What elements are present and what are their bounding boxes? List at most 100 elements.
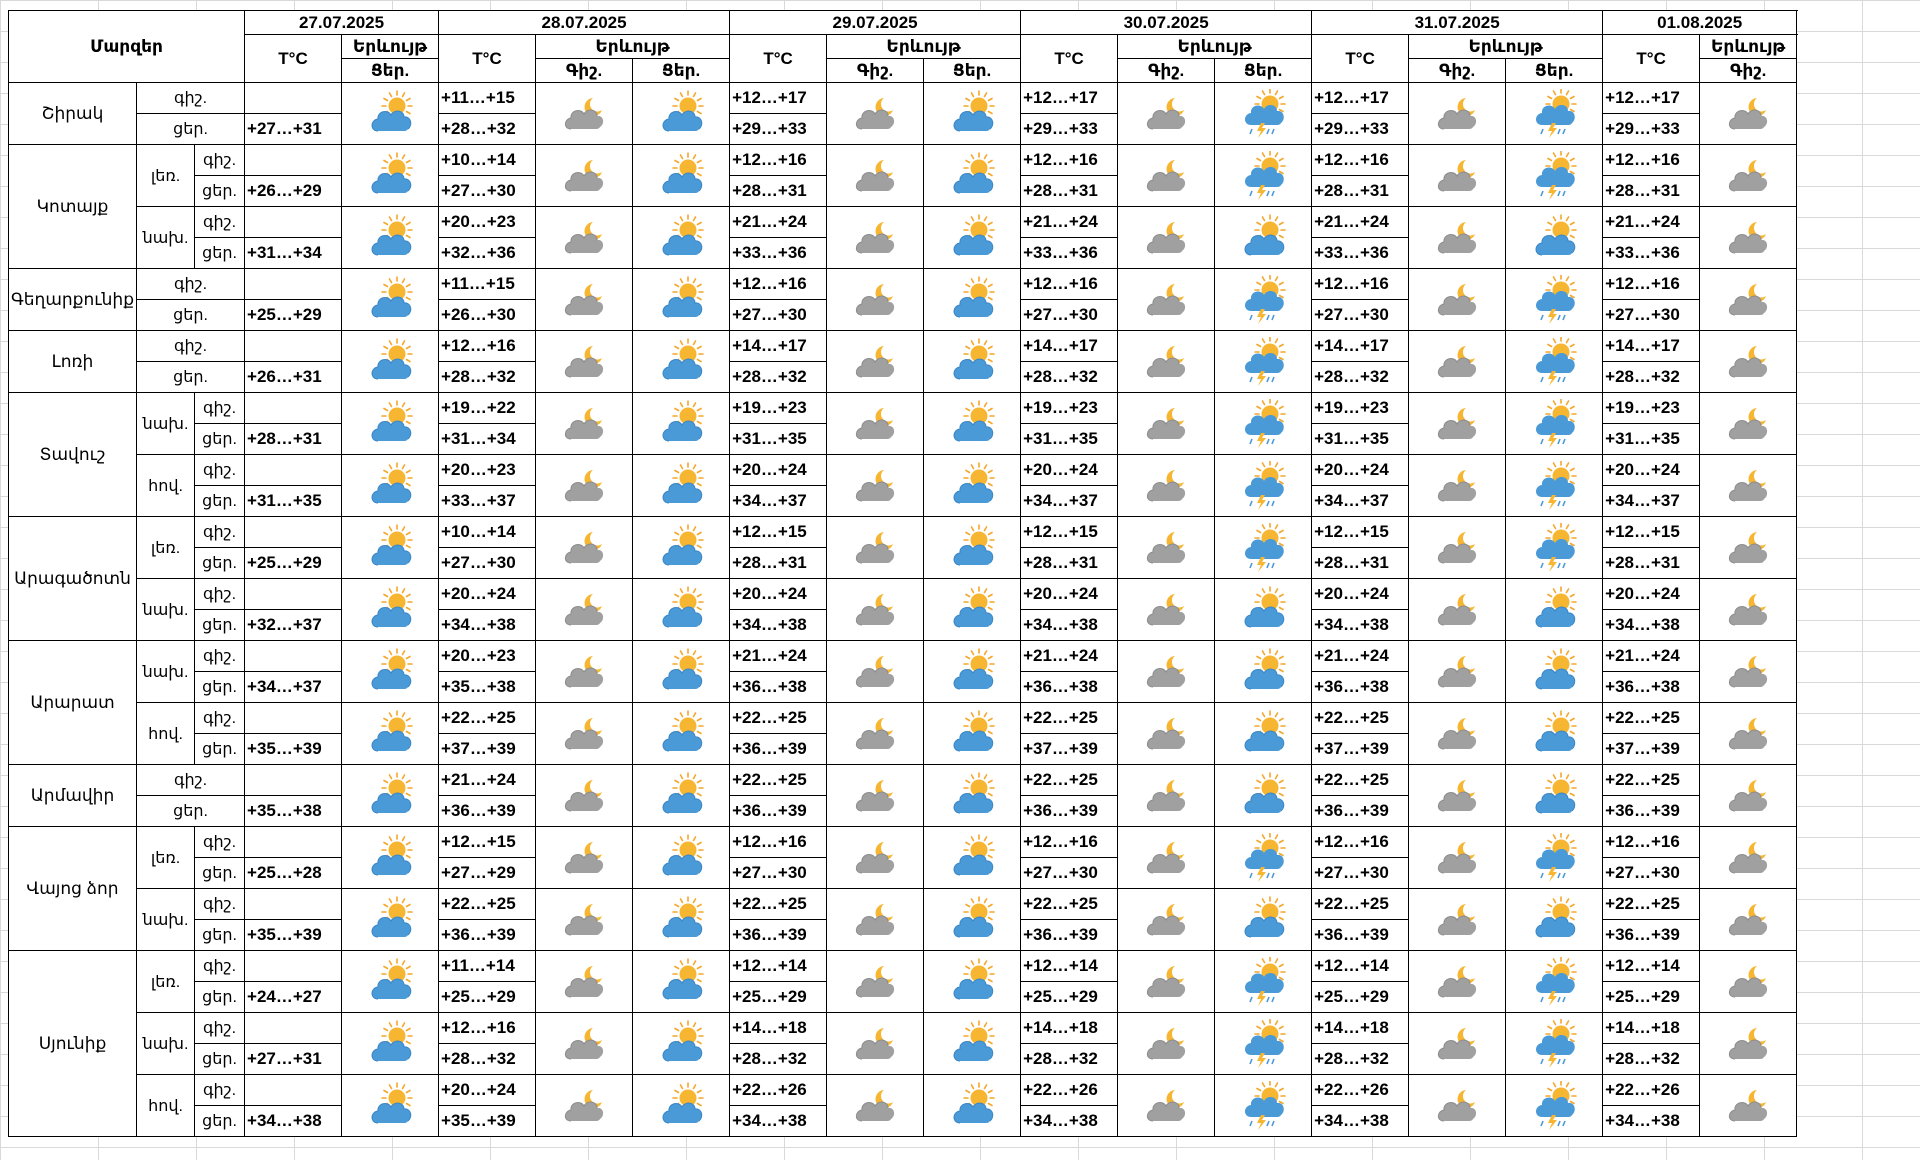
night-temp — [244, 454, 343, 486]
night-temp: +20…+23 — [438, 454, 537, 486]
time-of-day-label: ցեր. — [135, 795, 246, 827]
weather-icon-cell — [1699, 764, 1798, 827]
weather-icon-cell — [632, 330, 731, 393]
night-partly-cloudy-icon — [564, 841, 604, 873]
night-partly-cloudy-icon — [1438, 97, 1477, 129]
day-partly-cloudy-icon — [371, 895, 413, 937]
night-partly-cloudy-icon — [1146, 531, 1186, 563]
night-partly-cloudy-icon — [564, 407, 604, 439]
forecast-table: Մարզեր 27.07.2025 28.07.2025 29.07.2025 30.0… — [7, 10, 1798, 1137]
table-row: Վայոց ձոր լեռ. գիշ. +12…+15 +12…+16 +12…+16 +1… — [8, 826, 1798, 951]
day-temp: +36…+38 — [1602, 671, 1701, 703]
day-temp: +28…+32 — [1020, 361, 1119, 393]
time-of-day-label: գիշ. — [193, 144, 246, 176]
night-partly-cloudy-icon — [1729, 159, 1768, 191]
thunderstorm-rain-icon — [1536, 150, 1577, 200]
day-partly-cloudy-icon — [662, 1019, 704, 1061]
night-temp: +12…+16 — [729, 144, 828, 176]
weather-icon-cell — [535, 454, 634, 517]
table-row: ցեր. +35…+39 +36…+39 +36…+39 +36…+39 +36…+39 +… — [9, 919, 1797, 951]
temp-header: T°C — [729, 34, 828, 83]
night-partly-cloudy-icon — [1729, 841, 1768, 873]
night-partly-cloudy-icon — [1729, 407, 1768, 439]
time-of-day-label: գիշ. — [193, 516, 246, 548]
day-temp: +34…+38 — [1020, 609, 1119, 641]
table-row: ցեր. +32…+37 +34…+38 +34…+38 +34…+38 +34…+38 +… — [9, 609, 1797, 641]
weather-icon-cell — [1408, 82, 1507, 145]
time-of-day-label: գիշ. — [135, 764, 246, 796]
day-partly-cloudy-icon — [662, 461, 704, 503]
day-temp: +29…+33 — [1602, 113, 1701, 145]
weather-icon-cell — [826, 1012, 925, 1075]
weather-icon-cell — [535, 144, 634, 207]
day-partly-cloudy-icon — [662, 957, 704, 999]
temp-header: T°C — [438, 34, 537, 83]
weather-icon-cell — [341, 206, 440, 269]
temp-header: T°C — [244, 34, 343, 83]
weather-icon-cell — [341, 82, 440, 145]
weather-icon-cell — [1214, 268, 1313, 331]
night-partly-cloudy-icon — [855, 779, 895, 811]
table-row: ցեր. +35…+38 +36…+39 +36…+39 +36…+39 +36…+39 +… — [9, 795, 1797, 827]
day-temp: +28…+32 — [1020, 1043, 1119, 1075]
weather-icon-cell — [535, 516, 634, 579]
day-temp: +29…+33 — [729, 113, 828, 145]
day-temp: +26…+30 — [438, 299, 537, 331]
night-temp — [244, 764, 343, 796]
weather-icon-cell — [1408, 206, 1507, 269]
table-row: ցեր. +27…+31 +28…+32 +28…+32 +28…+32 +28…+32 +… — [9, 1043, 1797, 1075]
day-temp: +28…+32 — [1311, 361, 1410, 393]
night-partly-cloudy-icon — [1729, 1027, 1768, 1059]
night-temp: +12…+16 — [438, 330, 537, 362]
day-temp: +27…+30 — [438, 175, 537, 207]
day-temp: +25…+29 — [1311, 981, 1410, 1013]
weather-icon-cell — [826, 454, 925, 517]
night-temp: +14…+18 — [1020, 1012, 1119, 1044]
weather-icon-cell — [826, 268, 925, 331]
night-temp — [244, 330, 343, 362]
night-partly-cloudy-icon — [1729, 221, 1768, 253]
table-row: Սյունիք լեռ. գիշ. +11…+14 +12…+14 +12…+14 +12…… — [8, 950, 1798, 1137]
thunderstorm-rain-icon — [1245, 336, 1286, 386]
weather-header: Երևույթ — [1699, 34, 1798, 59]
night-temp — [244, 826, 343, 858]
weather-header: Երևույթ — [1117, 34, 1313, 59]
night-partly-cloudy-icon — [855, 655, 895, 687]
header-time-row: Ցեր. Գիշ. Ցեր. Գիշ. Ցեր. Գիշ. Ցեր. Գիշ. Ցեր. Գիշ.… — [9, 58, 1798, 83]
day-temp: +27…+30 — [1020, 857, 1119, 889]
day-partly-cloudy-icon — [1244, 771, 1286, 813]
weather-icon-cell — [826, 206, 925, 269]
weather-header: Երևույթ — [341, 34, 440, 59]
night-temp: +21…+24 — [729, 640, 828, 672]
day-temp: +33…+36 — [1311, 237, 1410, 269]
night-partly-cloudy-icon — [1146, 779, 1186, 811]
night-partly-cloudy-icon — [564, 283, 604, 315]
weather-icon-cell — [923, 1074, 1022, 1137]
day-temp: +27…+31 — [244, 113, 343, 145]
table-row: ցեր. +27…+31 +28…+32 +29…+33 +29…+33 +29…+33 +… — [9, 113, 1797, 145]
weather-icon-cell — [535, 392, 634, 455]
time-of-day-label: ցեր. — [193, 485, 246, 517]
night-partly-cloudy-icon — [1438, 1089, 1477, 1121]
day-partly-cloudy-icon — [371, 833, 413, 875]
night-temp: +12…+16 — [729, 826, 828, 858]
night-header: Գիշ. — [1699, 58, 1798, 83]
weather-icon-cell — [1505, 206, 1604, 269]
day-partly-cloudy-icon — [662, 213, 704, 255]
weather-icon-cell — [341, 826, 440, 889]
night-partly-cloudy-icon — [855, 903, 895, 935]
weather-icon-cell — [1117, 392, 1216, 455]
day-partly-cloudy-icon — [662, 151, 704, 193]
day-temp: +24…+27 — [244, 981, 343, 1013]
table-row: Շիրակ գիշ. +11…+15 +12…+17 +12…+17 +12…+17 +12… — [8, 82, 1798, 145]
day-temp: +28…+32 — [729, 361, 828, 393]
subregion-label: լեռ. — [136, 144, 195, 207]
weather-icon-cell — [535, 702, 634, 765]
day-partly-cloudy-icon — [953, 709, 995, 751]
weather-icon-cell — [1699, 1012, 1798, 1075]
day-temp: +36…+39 — [729, 733, 828, 765]
weather-icon-cell — [1505, 578, 1604, 641]
table-row: ցեր. +35…+39 +37…+39 +36…+39 +37…+39 +37…+39 +… — [9, 733, 1797, 765]
region-name: Արարատ — [8, 640, 137, 765]
